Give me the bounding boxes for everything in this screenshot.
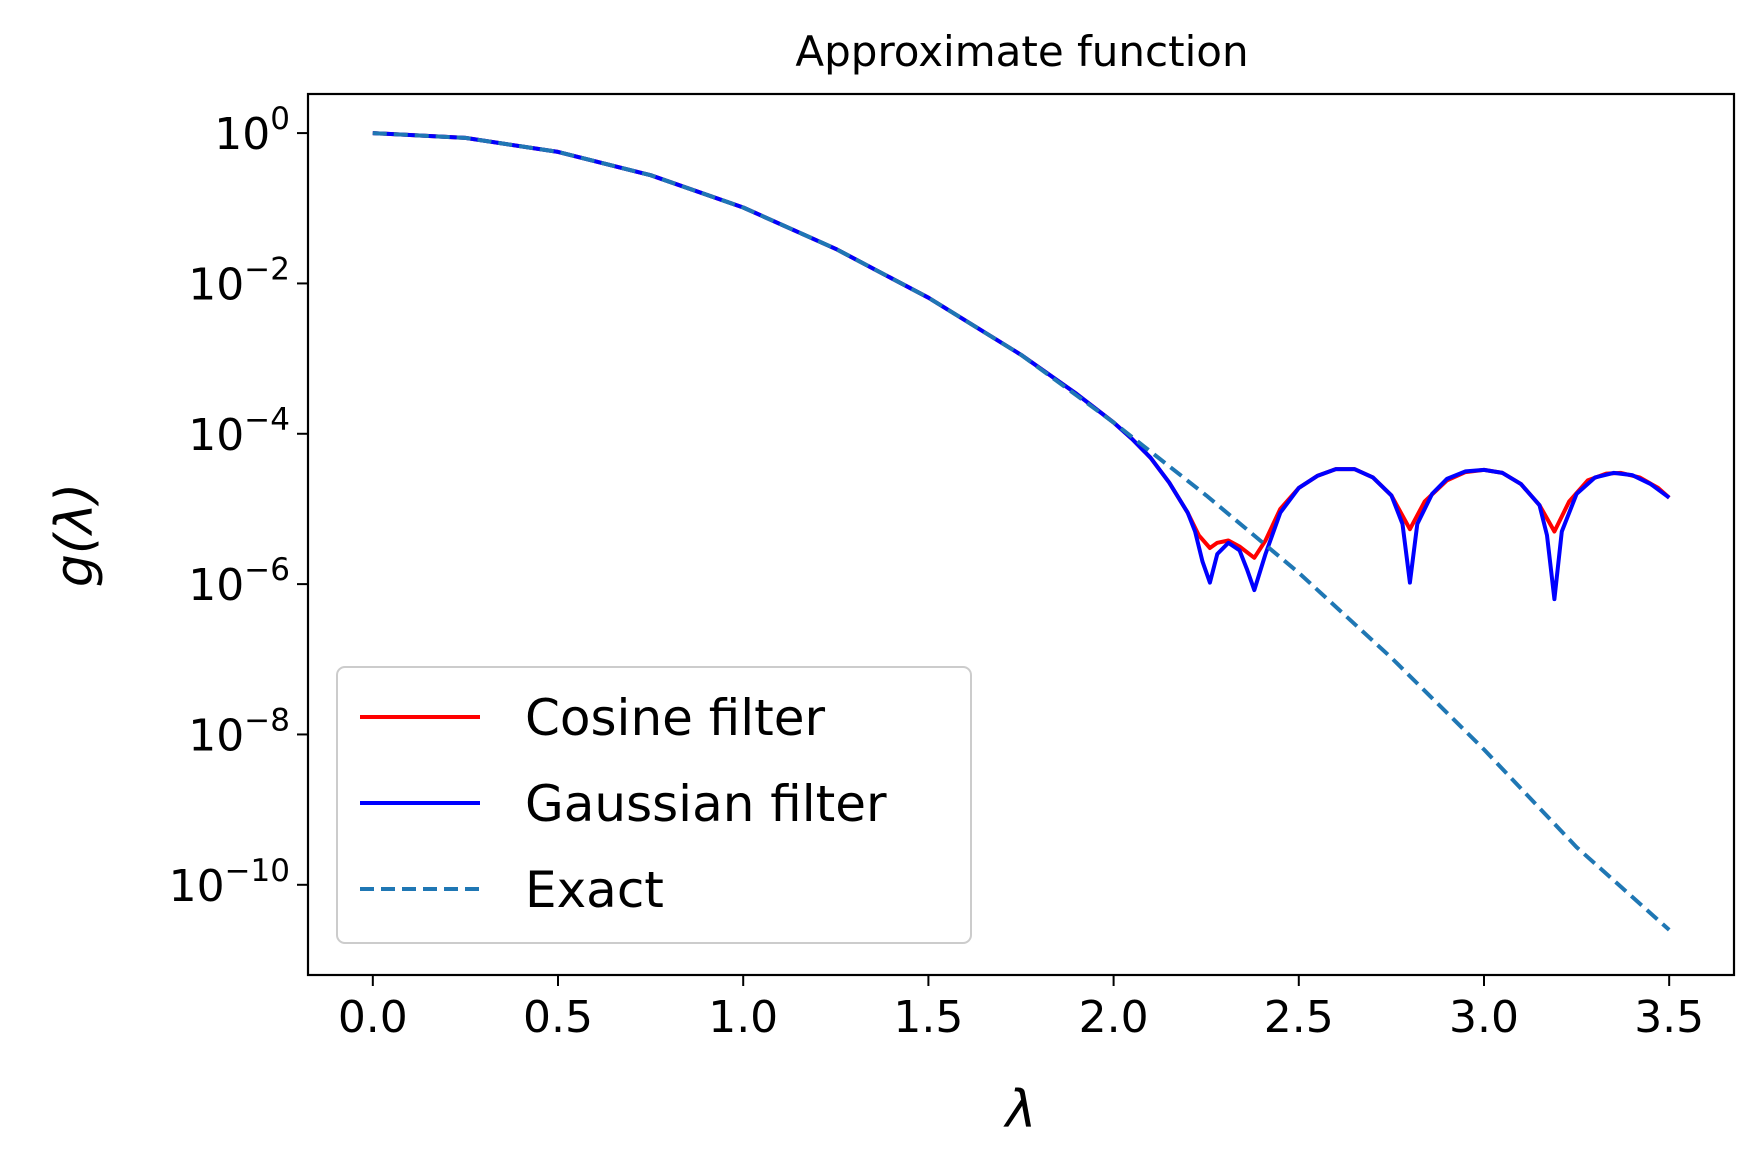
x-tick-label: 2.0 xyxy=(1079,992,1149,1043)
series-layer xyxy=(372,131,1671,932)
y-axis: 100 10−2 10−4 10−6 10−8 10−10 xyxy=(169,101,308,912)
legend-frame xyxy=(336,666,972,944)
legend-label: Cosine filter xyxy=(525,689,826,747)
legend: Cosine filter Gaussian filter Exact xyxy=(336,666,972,944)
x-tick-label: 0.0 xyxy=(338,992,408,1043)
legend-label: Gaussian filter xyxy=(525,775,887,833)
legend-label: Exact xyxy=(525,861,664,919)
x-tick-label: 3.0 xyxy=(1449,992,1519,1043)
y-tick-label: 10−2 xyxy=(188,251,290,310)
chart-title: Approximate function xyxy=(795,27,1248,76)
x-axis-label: λ xyxy=(1003,1080,1037,1140)
x-tick-label: 3.5 xyxy=(1634,992,1704,1043)
x-axis: 0.0 0.5 1.0 1.5 2.0 2.5 3.0 3.5 xyxy=(338,975,1704,1043)
y-tick-label: 10−4 xyxy=(188,402,290,461)
x-tick-label: 1.0 xyxy=(708,992,778,1043)
y-tick-label: 10−8 xyxy=(188,702,290,761)
y-tick-label: 10−10 xyxy=(169,853,290,912)
x-tick-label: 1.5 xyxy=(893,992,963,1043)
y-tick-label: 100 xyxy=(214,101,290,160)
x-tick-label: 2.5 xyxy=(1264,992,1334,1043)
series-line-2 xyxy=(372,131,1671,932)
y-axis-label: g(λ) xyxy=(45,483,105,587)
x-tick-label: 0.5 xyxy=(523,992,593,1043)
y-tick-label: 10−6 xyxy=(188,552,290,611)
